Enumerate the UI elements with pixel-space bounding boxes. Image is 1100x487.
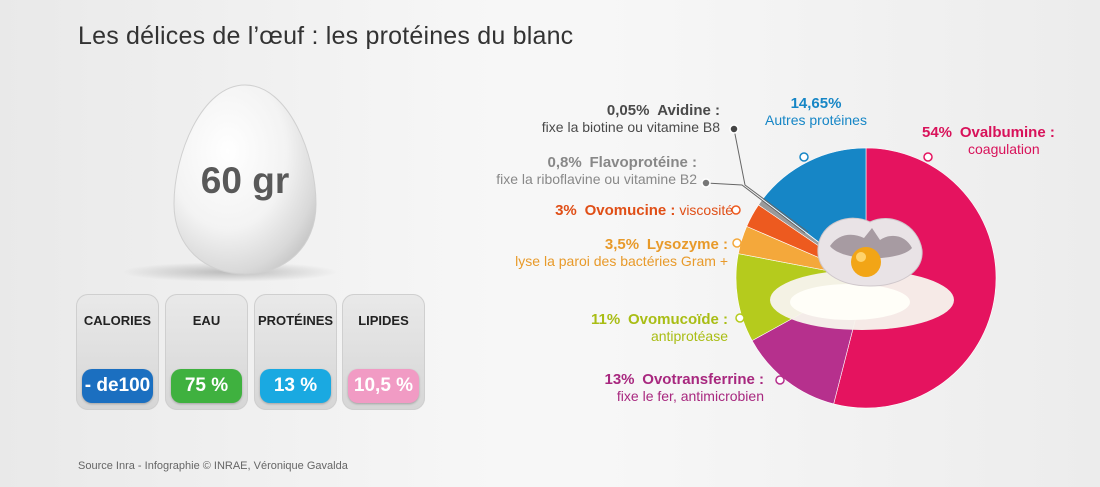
- leader-dot: [729, 124, 739, 134]
- stat-value: 10,5 %: [348, 369, 419, 403]
- leader-dot: [735, 313, 745, 323]
- label-desc: lyse la paroi des bactéries Gram +: [515, 253, 728, 269]
- label-name: Ovalbumine :: [959, 124, 1055, 141]
- egg-weight: 60 gr: [200, 160, 290, 201]
- leader-line: [733, 128, 809, 233]
- label-desc: fixe le fer, antimicrobien: [616, 388, 764, 404]
- label-name: Ovomucoïde :: [627, 311, 728, 328]
- label-pct: 0,05%: [606, 102, 650, 119]
- leader-dot: [923, 152, 933, 162]
- stat-card-calories: CALORIES - de100: [76, 294, 159, 410]
- stat-value: 75 %: [171, 369, 242, 403]
- label-ovomucine: 3% Ovomucine : viscosité: [555, 202, 733, 219]
- broken-egg-illustration: [770, 217, 954, 330]
- leader-dot: [731, 205, 741, 215]
- label-desc: fixe la biotine ou vitamine B8: [541, 119, 720, 135]
- leader-dot: [701, 178, 711, 188]
- label-ovomucoide: 11% Ovomucoïde : antiprotéase: [591, 311, 728, 345]
- label-name: Flavoprotéine :: [589, 154, 697, 171]
- stat-label: CALORIES: [83, 313, 152, 328]
- label-lysozyme: 3,5% Lysozyme : lyse la paroi des bactér…: [515, 236, 728, 270]
- label-desc: viscosité: [679, 202, 733, 218]
- label-pct: 11%: [591, 311, 621, 328]
- stat-card-eau: EAU 75 %: [165, 294, 248, 410]
- stat-card-lipides: LIPIDES 10,5 %: [342, 294, 425, 410]
- leader-line: [705, 182, 806, 234]
- label-pct: 14,65%: [790, 95, 842, 112]
- label-name: Ovomucine :: [584, 202, 676, 219]
- stat-label: LIPIDES: [358, 313, 409, 328]
- egg-illustration: 60 gr: [170, 82, 320, 282]
- label-pct: 54%: [922, 124, 953, 141]
- label-name: Lysozyme :: [646, 236, 728, 253]
- label-desc: Autres protéines: [765, 112, 867, 128]
- label-desc: antiprotéase: [650, 328, 728, 344]
- label-ovalbumine: 54% Ovalbumine : coagulation: [922, 124, 1055, 158]
- page-title: Les délices de l’œuf : les protéines du …: [78, 22, 574, 50]
- source-credit: Source Inra - Infographie © INRAE, Véron…: [78, 460, 348, 472]
- leader-dot: [799, 152, 809, 162]
- label-flavoproteine: 0,8% Flavoprotéine : fixe la riboflavine…: [496, 154, 697, 188]
- label-desc: coagulation: [968, 141, 1040, 157]
- label-ovotransferrine: 13% Ovotransferrine : fixe le fer, antim…: [604, 371, 764, 405]
- label-pct: 13%: [604, 371, 635, 388]
- label-autres: 14,65% Autres protéines: [756, 95, 876, 129]
- stat-value: - de100: [82, 369, 153, 403]
- leader-dot: [732, 238, 742, 248]
- label-name: Avidine :: [657, 102, 720, 119]
- label-pct: 3,5%: [604, 236, 640, 253]
- stat-card-proteines: PROTÉINES 13 %: [254, 294, 337, 410]
- stat-label: PROTÉINES: [257, 313, 334, 328]
- label-name: Ovotransferrine :: [642, 371, 764, 388]
- label-desc: fixe la riboflavine ou vitamine B2: [496, 171, 697, 187]
- label-pct: 3%: [555, 202, 577, 219]
- leader-dot: [775, 375, 785, 385]
- label-pct: 0,8%: [547, 154, 582, 171]
- stat-value: 13 %: [260, 369, 331, 403]
- label-avidine: 0,05% Avidine : fixe la biotine ou vitam…: [542, 102, 720, 136]
- stat-label: EAU: [192, 313, 221, 328]
